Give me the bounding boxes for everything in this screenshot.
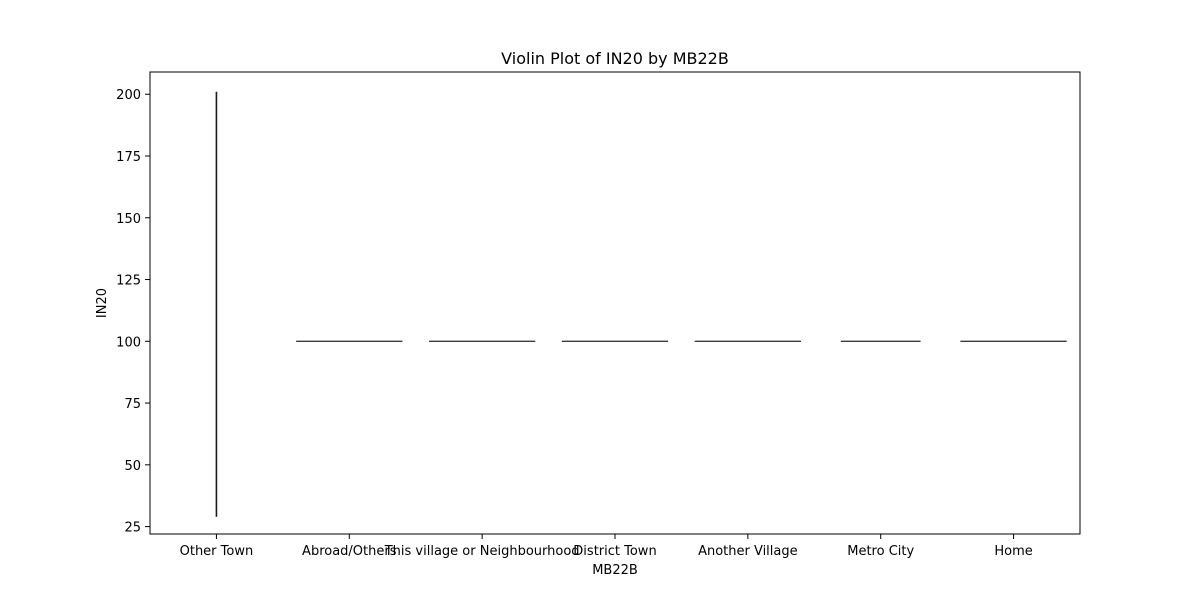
- plot-frame: [149, 71, 1081, 535]
- x-tick-label: Home: [994, 544, 1032, 559]
- x-tick-label: Another Village: [698, 544, 798, 559]
- y-tick-label: 50: [124, 459, 141, 474]
- x-tick-label: Abroad/Others: [302, 544, 397, 559]
- y-tick-label: 150: [116, 212, 141, 227]
- y-axis-label: IN20: [95, 288, 110, 318]
- y-tick-label: 25: [124, 521, 141, 536]
- y-tick-label: 75: [124, 397, 141, 412]
- chart-title: Violin Plot of IN20 by MB22B: [501, 49, 729, 68]
- y-tick-label: 100: [116, 335, 141, 350]
- y-tick-label: 175: [116, 150, 141, 165]
- x-axis-label: MB22B: [592, 563, 638, 578]
- x-tick-label: Metro City: [847, 544, 914, 559]
- y-axis: 25 50 75 100 125 150 175 200: [116, 88, 150, 536]
- x-tick-label: District Town: [573, 544, 656, 559]
- x-tick-label: This village or Neighbourhood: [384, 544, 580, 559]
- violins: [215, 91, 1067, 517]
- x-tick-label: Other Town: [180, 544, 254, 559]
- y-tick-label: 125: [116, 274, 141, 289]
- y-tick-label: 200: [116, 88, 141, 103]
